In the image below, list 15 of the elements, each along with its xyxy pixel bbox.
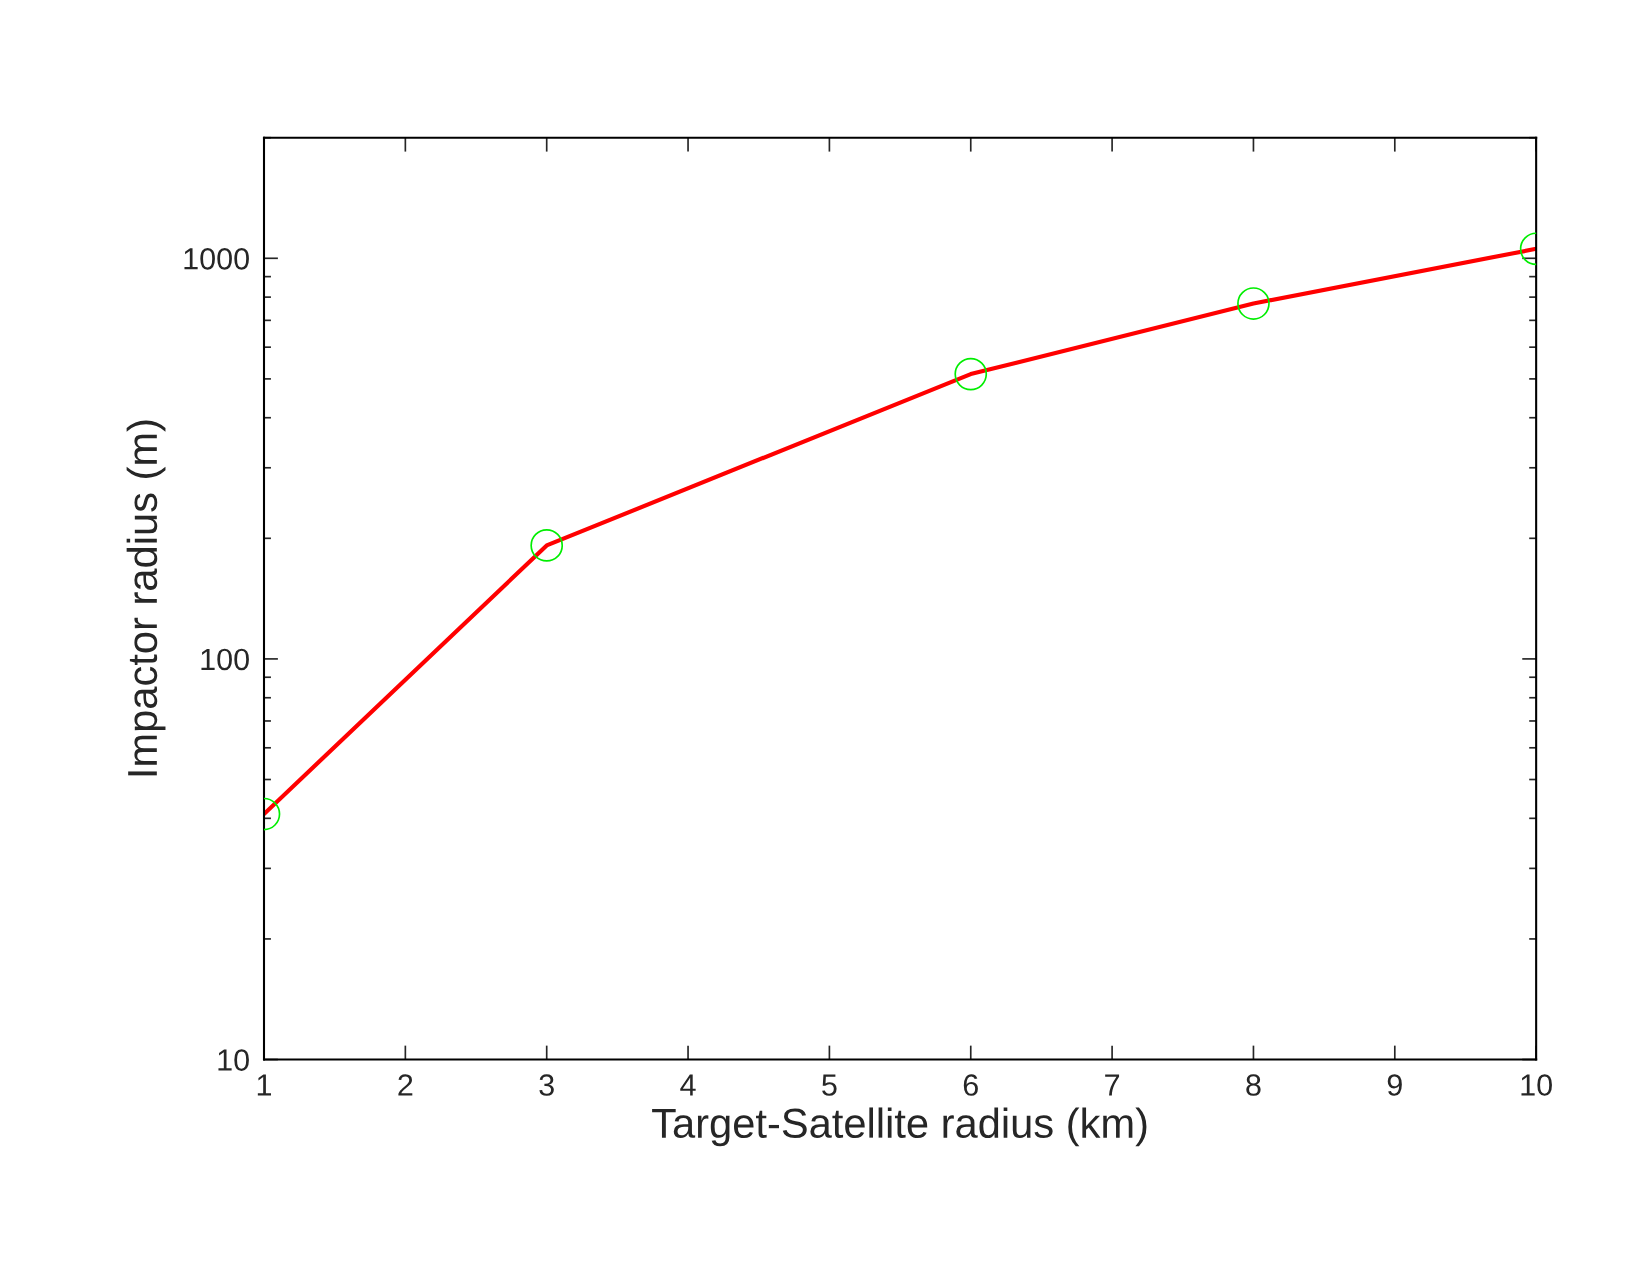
y-tick-label: 10 — [218, 1049, 249, 1071]
x-tick-label: 10 — [1521, 1074, 1552, 1096]
x-tick-label: 1 — [257, 1074, 272, 1096]
x-tick-label: 3 — [539, 1074, 554, 1096]
y-tick-label: 1000 — [184, 248, 249, 270]
x-tick-label: 8 — [1246, 1074, 1261, 1096]
y-axis-title: Impactor radius (m) — [126, 420, 166, 776]
x-tick-label: 6 — [963, 1074, 978, 1096]
y-tick-label: 100 — [201, 648, 249, 671]
x-tick-label: 4 — [680, 1074, 696, 1096]
x-tick-label: 5 — [822, 1074, 837, 1096]
x-tick-label: 2 — [398, 1074, 413, 1096]
x-tick-label: 9 — [1387, 1074, 1402, 1096]
x-tick-label: 7 — [1105, 1074, 1120, 1096]
x-axis-title: Target-Satellite radius (km) — [652, 1107, 1147, 1147]
